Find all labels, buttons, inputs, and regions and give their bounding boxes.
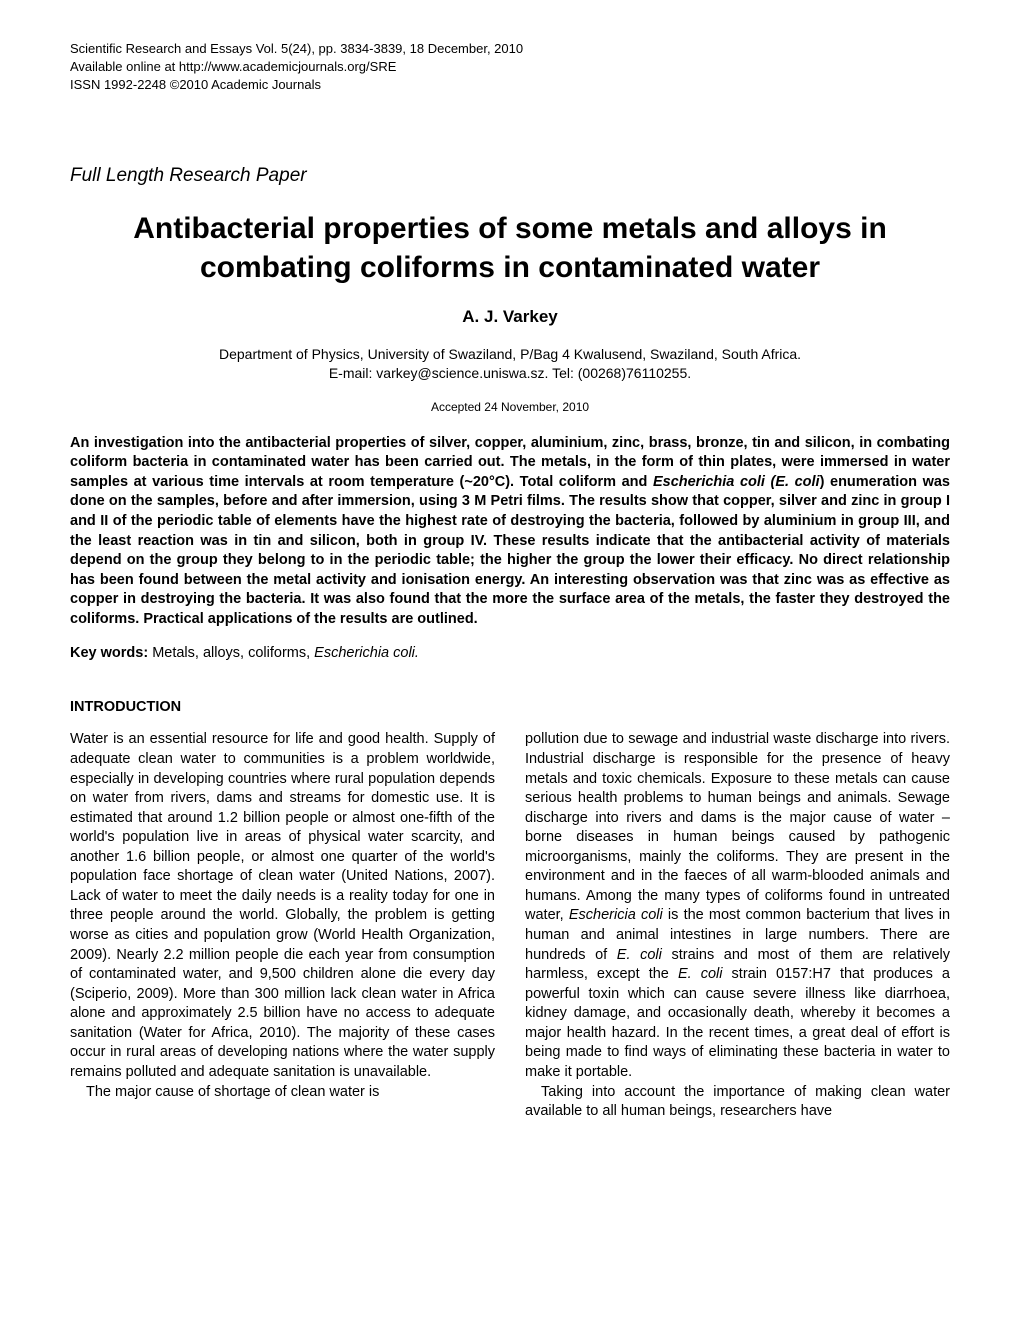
column-left: Water is an essential resource for life … (70, 730, 495, 1121)
keywords: Key words: Metals, alloys, coliforms, Es… (70, 645, 950, 661)
keywords-text: Metals, alloys, coliforms, (148, 645, 314, 661)
body-col2-p1d: strain 0157:H7 that produces a powerful … (525, 966, 950, 1080)
column-right: pollution due to sewage and industrial w… (525, 730, 950, 1121)
affiliation-dept: Department of Physics, University of Swa… (70, 345, 950, 365)
body-col2-italic2: E. coli (617, 947, 662, 963)
paper-type: Full Length Research Paper (70, 165, 950, 187)
abstract-italic-1: Escherichia coli (E. coli (653, 474, 820, 490)
body-col2-p1a: pollution due to sewage and industrial w… (525, 731, 950, 923)
author-name: A. J. Varkey (70, 307, 950, 327)
journal-url: Available online at http://www.academicj… (70, 58, 950, 76)
journal-issn: ISSN 1992-2248 ©2010 Academic Journals (70, 76, 950, 94)
affiliation: Department of Physics, University of Swa… (70, 345, 950, 384)
abstract: An investigation into the antibacterial … (70, 434, 950, 630)
affiliation-contact: E-mail: varkey@science.uniswa.sz. Tel: (… (70, 364, 950, 384)
abstract-text-2: ) enumeration was done on the samples, b… (70, 474, 950, 627)
body-col2-italic1: Eschericia coli (569, 907, 663, 923)
body-col2-italic3: E. coli (678, 966, 723, 982)
body-columns: Water is an essential resource for life … (70, 730, 950, 1121)
body-col1-p1: Water is an essential resource for life … (70, 731, 495, 1080)
journal-header: Scientific Research and Essays Vol. 5(24… (70, 40, 950, 95)
keywords-italic: Escherichia coli. (314, 645, 419, 661)
accepted-date: Accepted 24 November, 2010 (70, 400, 950, 414)
body-col2-p2: Taking into account the importance of ma… (525, 1084, 950, 1120)
keywords-label: Key words: (70, 645, 148, 661)
body-col1-p2: The major cause of shortage of clean wat… (86, 1084, 379, 1100)
section-heading-introduction: INTRODUCTION (70, 699, 950, 715)
journal-citation: Scientific Research and Essays Vol. 5(24… (70, 40, 950, 58)
paper-title: Antibacterial properties of some metals … (70, 209, 950, 287)
